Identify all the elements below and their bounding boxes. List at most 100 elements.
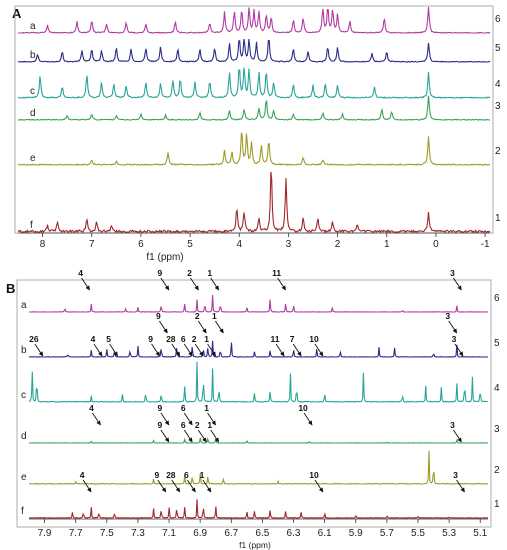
panel-a-row-labels: a b cd e f (30, 21, 36, 231)
x-tick-label: 3 (286, 239, 292, 250)
peak-arrow (171, 479, 181, 493)
panel-b-right-labels: 6 5 4 3 2 1 (494, 293, 500, 510)
x-tick-label: 7 (89, 239, 95, 250)
spectrum-e (29, 450, 489, 485)
right-label-2: 2 (494, 465, 500, 476)
peak-arrow (314, 343, 324, 357)
spectrum-d (28, 436, 489, 444)
spectrum-e (17, 132, 491, 166)
peak-label-a-2: 2 (187, 268, 192, 278)
right-label-5: 5 (495, 43, 501, 54)
x-tick-label: 6.3 (287, 528, 301, 539)
x-tick-label: 7.9 (38, 528, 52, 539)
peak-arrow (210, 277, 220, 291)
x-tick-label: 1 (384, 239, 390, 250)
peak-label-f-10: 10 (309, 470, 319, 480)
peak-arrow (207, 412, 216, 426)
x-tick-label: 5.3 (442, 528, 456, 539)
x-tick-label: 5.5 (411, 528, 425, 539)
peak-arrow (160, 277, 170, 291)
x-tick-label: 5.7 (380, 528, 394, 539)
peak-label-c-5: 5 (106, 334, 111, 344)
peak-arrow (456, 479, 465, 493)
x-tick-label: 5.9 (349, 528, 363, 539)
peak-arrow (151, 343, 160, 357)
x-tick-label: 7.1 (162, 528, 176, 539)
right-label-6: 6 (495, 14, 501, 25)
peak-arrow (190, 277, 199, 291)
spectrum-c (28, 361, 489, 403)
peak-label-d-9: 9 (158, 403, 163, 413)
peak-label-f-1: 1 (200, 470, 205, 480)
peak-label-c-10: 10 (309, 334, 319, 344)
peak-arrow (160, 429, 170, 443)
peak-arrow (453, 277, 462, 291)
spectrum-d (17, 95, 491, 121)
peak-arrow (183, 429, 193, 443)
peak-label-d-1: 1 (204, 403, 209, 413)
peak-arrow (197, 320, 207, 334)
panel-b: B 4 9 2 1 11 39 2 1 326 4 5 9 28 6 2 1 11 7 10 34 9 6 1 109 6 2 1 3… (6, 268, 500, 550)
right-label-1: 1 (495, 213, 501, 224)
peak-arrow (314, 479, 324, 493)
peak-arrow (197, 429, 207, 443)
peak-arrow (448, 320, 458, 334)
right-label-2: 2 (495, 146, 501, 157)
peak-arrow (215, 320, 224, 334)
x-tick-label: 7.5 (100, 528, 114, 539)
peak-label-e-2: 2 (195, 420, 200, 430)
peak-arrow (81, 277, 90, 291)
row-label-d: d (30, 108, 36, 119)
right-label-4: 4 (495, 79, 501, 90)
peak-arrow (92, 412, 101, 426)
panel-a-right-labels: 6 5 4 3 2 1 (495, 14, 501, 224)
peak-label-b-1: 1 (212, 311, 217, 321)
spectrum-a (28, 294, 489, 313)
x-tick-label: 4 (236, 239, 242, 250)
peak-label-d-10: 10 (298, 403, 308, 413)
peak-label-a-9: 9 (158, 268, 163, 278)
peak-label-c-2: 2 (192, 334, 197, 344)
x-tick-label: 6.5 (255, 528, 269, 539)
peak-arrow (454, 343, 464, 357)
row-label-b: b (30, 50, 36, 61)
x-tick-label: 6.7 (224, 528, 238, 539)
right-label-5: 5 (494, 338, 500, 349)
peak-label-e-9: 9 (158, 420, 163, 430)
row-label-e: e (21, 472, 27, 483)
peak-arrow (160, 412, 170, 426)
peak-arrow (82, 479, 92, 493)
peak-arrow (210, 429, 220, 443)
x-tick-label: 7.3 (131, 528, 145, 539)
peak-label-c-1: 1 (204, 334, 209, 344)
peak-label-a-4: 4 (78, 268, 83, 278)
x-tick-label: 8 (40, 239, 46, 250)
panel-b-x-axis: 7.9 7.7 7.5 7.3 7.1 6.9 6.7 6.5 6.3 6.1 5.9 5.7 5.5 5… (29, 518, 488, 539)
peak-label-f-28: 28 (166, 470, 176, 480)
x-tick-label: 5.1 (473, 528, 487, 539)
peak-arrow (292, 343, 302, 357)
panel-a: A a b cd e f 6 5 4 3 2 1 8 7 6 5 4 3 2 1 0 -1 f1 (ppm) (12, 5, 501, 263)
peak-label-e-6: 6 (181, 420, 186, 430)
x-tick-label: 6 (138, 239, 144, 250)
peak-label-d-6: 6 (181, 403, 186, 413)
right-label-1: 1 (494, 499, 500, 510)
peak-label-a-11: 11 (272, 268, 281, 278)
spectrum-b (28, 340, 489, 358)
x-tick-label: 6.1 (318, 528, 332, 539)
x-tick-label: 0 (433, 239, 439, 250)
peak-label-c-11: 11 (271, 334, 280, 344)
x-tick-label: 7.7 (69, 528, 83, 539)
peak-label-a-1: 1 (207, 268, 212, 278)
peak-label-e-3: 3 (450, 420, 455, 430)
spectrum-f (28, 499, 489, 519)
peak-arrow (303, 412, 313, 426)
panel-a-spectra (17, 6, 491, 234)
peak-arrow (194, 343, 204, 357)
panel-b-row-labels: a b c d e f (21, 300, 27, 517)
peak-label-c-28: 28 (166, 334, 176, 344)
peak-label-c-6: 6 (181, 334, 186, 344)
panel-b-spectra (28, 294, 489, 519)
panel-b-frame (16, 279, 492, 528)
